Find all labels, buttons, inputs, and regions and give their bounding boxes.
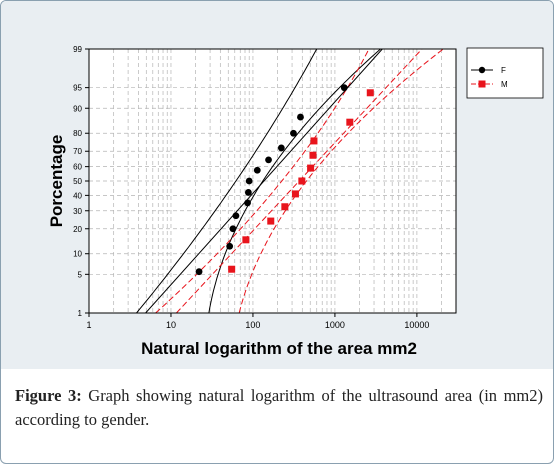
legend-marker-m <box>478 80 486 88</box>
series-m-point <box>242 236 250 244</box>
series-f-point <box>265 156 272 164</box>
chart-panel: 1 10 100 1000 10000 1 5 10 20 30 40 50 60 70 80 90 95 99… <box>1 1 553 369</box>
series-f-point <box>253 166 261 174</box>
y-tick-label: 50 <box>73 177 82 186</box>
y-tick-label: 30 <box>73 207 82 216</box>
series-m-point <box>366 89 374 97</box>
legend-box <box>466 47 544 99</box>
series-f-point <box>226 242 234 250</box>
x-tick-label: 100 <box>245 320 260 330</box>
x-tick-label: 1000 <box>325 320 345 330</box>
legend-marker-f <box>478 66 486 74</box>
series-m-lower-band <box>155 49 370 313</box>
series-f-point <box>195 268 203 276</box>
grid <box>89 49 456 313</box>
series-f-point <box>340 84 348 92</box>
x-axis-label: Natural logarithm of the area mm2 <box>141 339 417 358</box>
series-m-point <box>228 265 236 273</box>
y-tick-label: 10 <box>73 250 82 259</box>
y-tick-label: 20 <box>73 225 82 234</box>
series-f-point <box>297 113 304 121</box>
series-m-point <box>309 151 317 159</box>
legend: FM <box>466 47 544 99</box>
y-tick-label: 90 <box>73 104 82 113</box>
caption-text: Graph showing natural logarithm of the u… <box>15 386 544 429</box>
confidence-bands <box>136 49 444 313</box>
y-tick-label: 70 <box>73 147 82 156</box>
legend-label-m: M <box>501 80 508 89</box>
series-f-point <box>244 199 251 207</box>
y-tick-label: 40 <box>73 191 82 200</box>
series-f-point <box>290 129 297 137</box>
series-f-point <box>229 225 237 233</box>
y-tick-label: 5 <box>78 270 83 279</box>
y-axis-label: Porcentage <box>47 135 66 228</box>
data-points <box>195 84 374 276</box>
series-f-upper-band <box>208 49 381 313</box>
x-tick-label: 10000 <box>404 320 429 330</box>
series-f-point <box>277 144 285 152</box>
figure-caption: Figure 3: Graph showing natural logarith… <box>15 384 543 432</box>
probability-plot: 1 10 100 1000 10000 1 5 10 20 30 40 50 60 70 80 90 95 99… <box>47 45 544 358</box>
y-tick-label: 95 <box>73 84 82 93</box>
x-tick-label: 10 <box>166 320 176 330</box>
y-tick-label: 60 <box>73 163 82 172</box>
y-tick-label: 1 <box>78 309 83 318</box>
series-f-lower-band <box>136 49 318 313</box>
caption-label: Figure 3: <box>15 386 82 405</box>
legend-label-f: F <box>501 66 506 75</box>
x-tick-label: 1 <box>86 320 91 330</box>
y-tick-label: 99 <box>73 45 82 54</box>
y-axis-ticks: 1 5 10 20 30 40 50 60 70 80 90 95 99 <box>73 45 89 318</box>
series-m-point <box>267 217 275 225</box>
series-m-point <box>307 164 315 172</box>
series-m-point <box>298 177 306 185</box>
series-f-point <box>245 177 253 185</box>
series-f-point <box>232 212 240 220</box>
series-m-point <box>281 203 289 211</box>
x-axis-ticks: 1 10 100 1000 10000 <box>86 313 429 330</box>
series-m-point <box>346 118 354 126</box>
series-f-fit-line <box>145 49 383 313</box>
series-m-point <box>291 190 299 198</box>
y-tick-label: 80 <box>73 129 82 138</box>
series-m-upper-band <box>238 49 444 313</box>
series-f-point <box>244 189 252 196</box>
series-m-point <box>310 137 318 145</box>
